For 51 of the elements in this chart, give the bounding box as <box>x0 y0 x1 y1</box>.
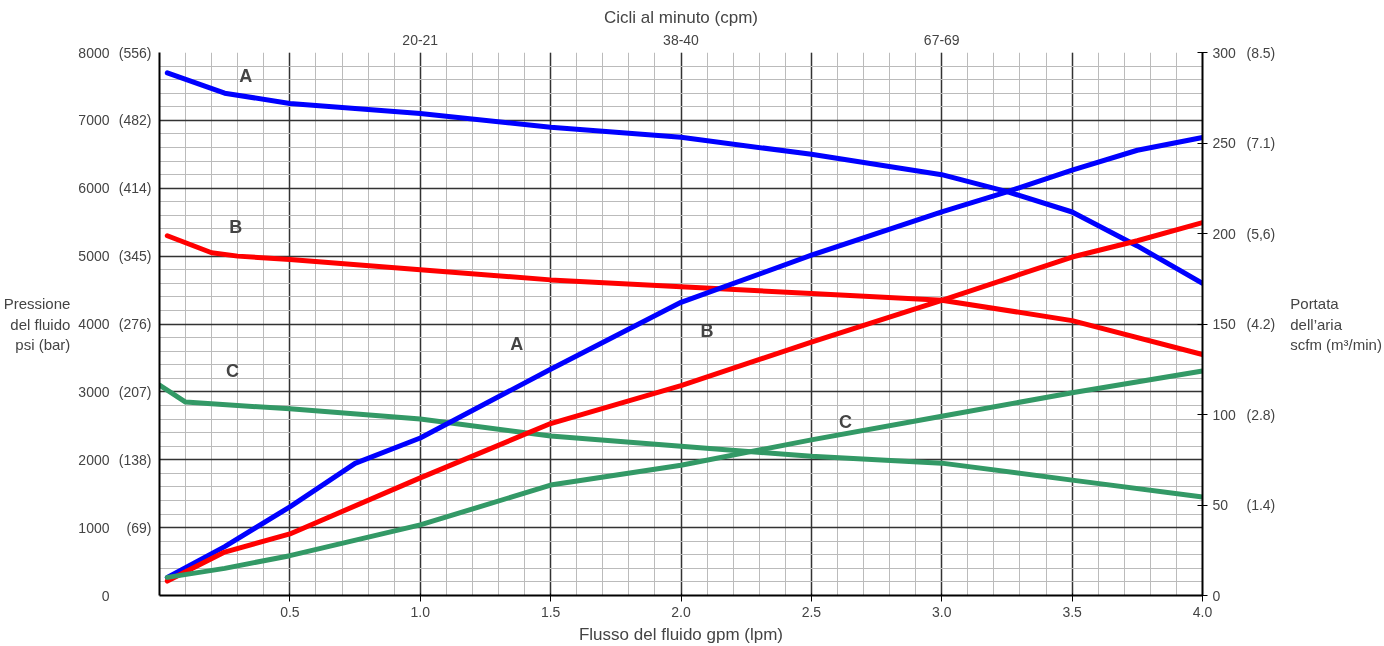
annotation: B <box>700 320 714 341</box>
y2-tick-label: 50 <box>1212 497 1229 513</box>
text: (69) <box>126 519 152 536</box>
text: 20-21 <box>402 31 439 48</box>
x-tick-label: 2.0 <box>671 603 691 620</box>
annotation: C <box>226 361 240 382</box>
y-axis-title: Pressione del fluido psi (bar) <box>3 295 71 353</box>
y-tick-label: 5000 <box>78 248 110 265</box>
y2-tick-label: 0 <box>1212 587 1221 604</box>
text: (138) <box>118 451 152 468</box>
text: (482) <box>118 112 152 129</box>
text: (2.8) <box>1246 406 1276 423</box>
text: (7.1) <box>1246 135 1276 151</box>
y2-tick-label: 200 <box>1212 225 1237 242</box>
x-tick-label: 2.5 <box>801 603 822 620</box>
y-tick-label: 2000 <box>78 451 110 468</box>
y2-tick-label: 300 <box>1212 44 1237 61</box>
x-tick-label: 4.0 <box>1192 603 1213 620</box>
y2-axis-title: Portata dell’aria scfm (m³/min) <box>1290 295 1382 353</box>
text: (5,6) <box>1246 225 1276 242</box>
text: (4.2) <box>1246 316 1276 332</box>
text: 38-40 <box>663 31 700 48</box>
annotation: A <box>239 66 253 87</box>
x-tick-label: 3.5 <box>1062 603 1083 620</box>
text: (414) <box>118 180 152 197</box>
text: (8.5) <box>1246 44 1276 61</box>
chart-title: Cicli al minuto (cpm) <box>604 7 758 27</box>
x-tick-label: 1.0 <box>410 603 431 620</box>
x-tick-label: 1.5 <box>540 603 561 620</box>
text: (207) <box>118 383 152 400</box>
x-tick-label: 0.5 <box>280 603 300 620</box>
text: (556) <box>118 44 152 61</box>
y-tick-label: 1000 <box>78 519 110 536</box>
annotation: B <box>229 216 243 237</box>
text: (276) <box>118 316 152 332</box>
y-tick-label: 4000 <box>78 316 110 332</box>
annotation: A <box>510 334 524 355</box>
y-tick-label: 7000 <box>78 112 110 129</box>
text: (1.4) <box>1246 497 1276 513</box>
y2-tick-label: 250 <box>1212 135 1237 151</box>
x-tick-label: 3.0 <box>932 603 952 620</box>
text: 67-69 <box>923 31 960 48</box>
y-tick-label: 3000 <box>78 383 110 400</box>
annotation: C <box>838 411 852 432</box>
text: (345) <box>118 248 152 265</box>
y2-tick-label: 100 <box>1212 406 1237 423</box>
y-tick-label: 6000 <box>78 180 110 197</box>
y2-tick-label: 150 <box>1212 316 1237 332</box>
y-tick-label: 8000 <box>78 44 110 61</box>
x-axis-title: Flusso del fluido gpm (lpm) <box>578 624 784 644</box>
y-tick-label: 0 <box>101 587 110 604</box>
